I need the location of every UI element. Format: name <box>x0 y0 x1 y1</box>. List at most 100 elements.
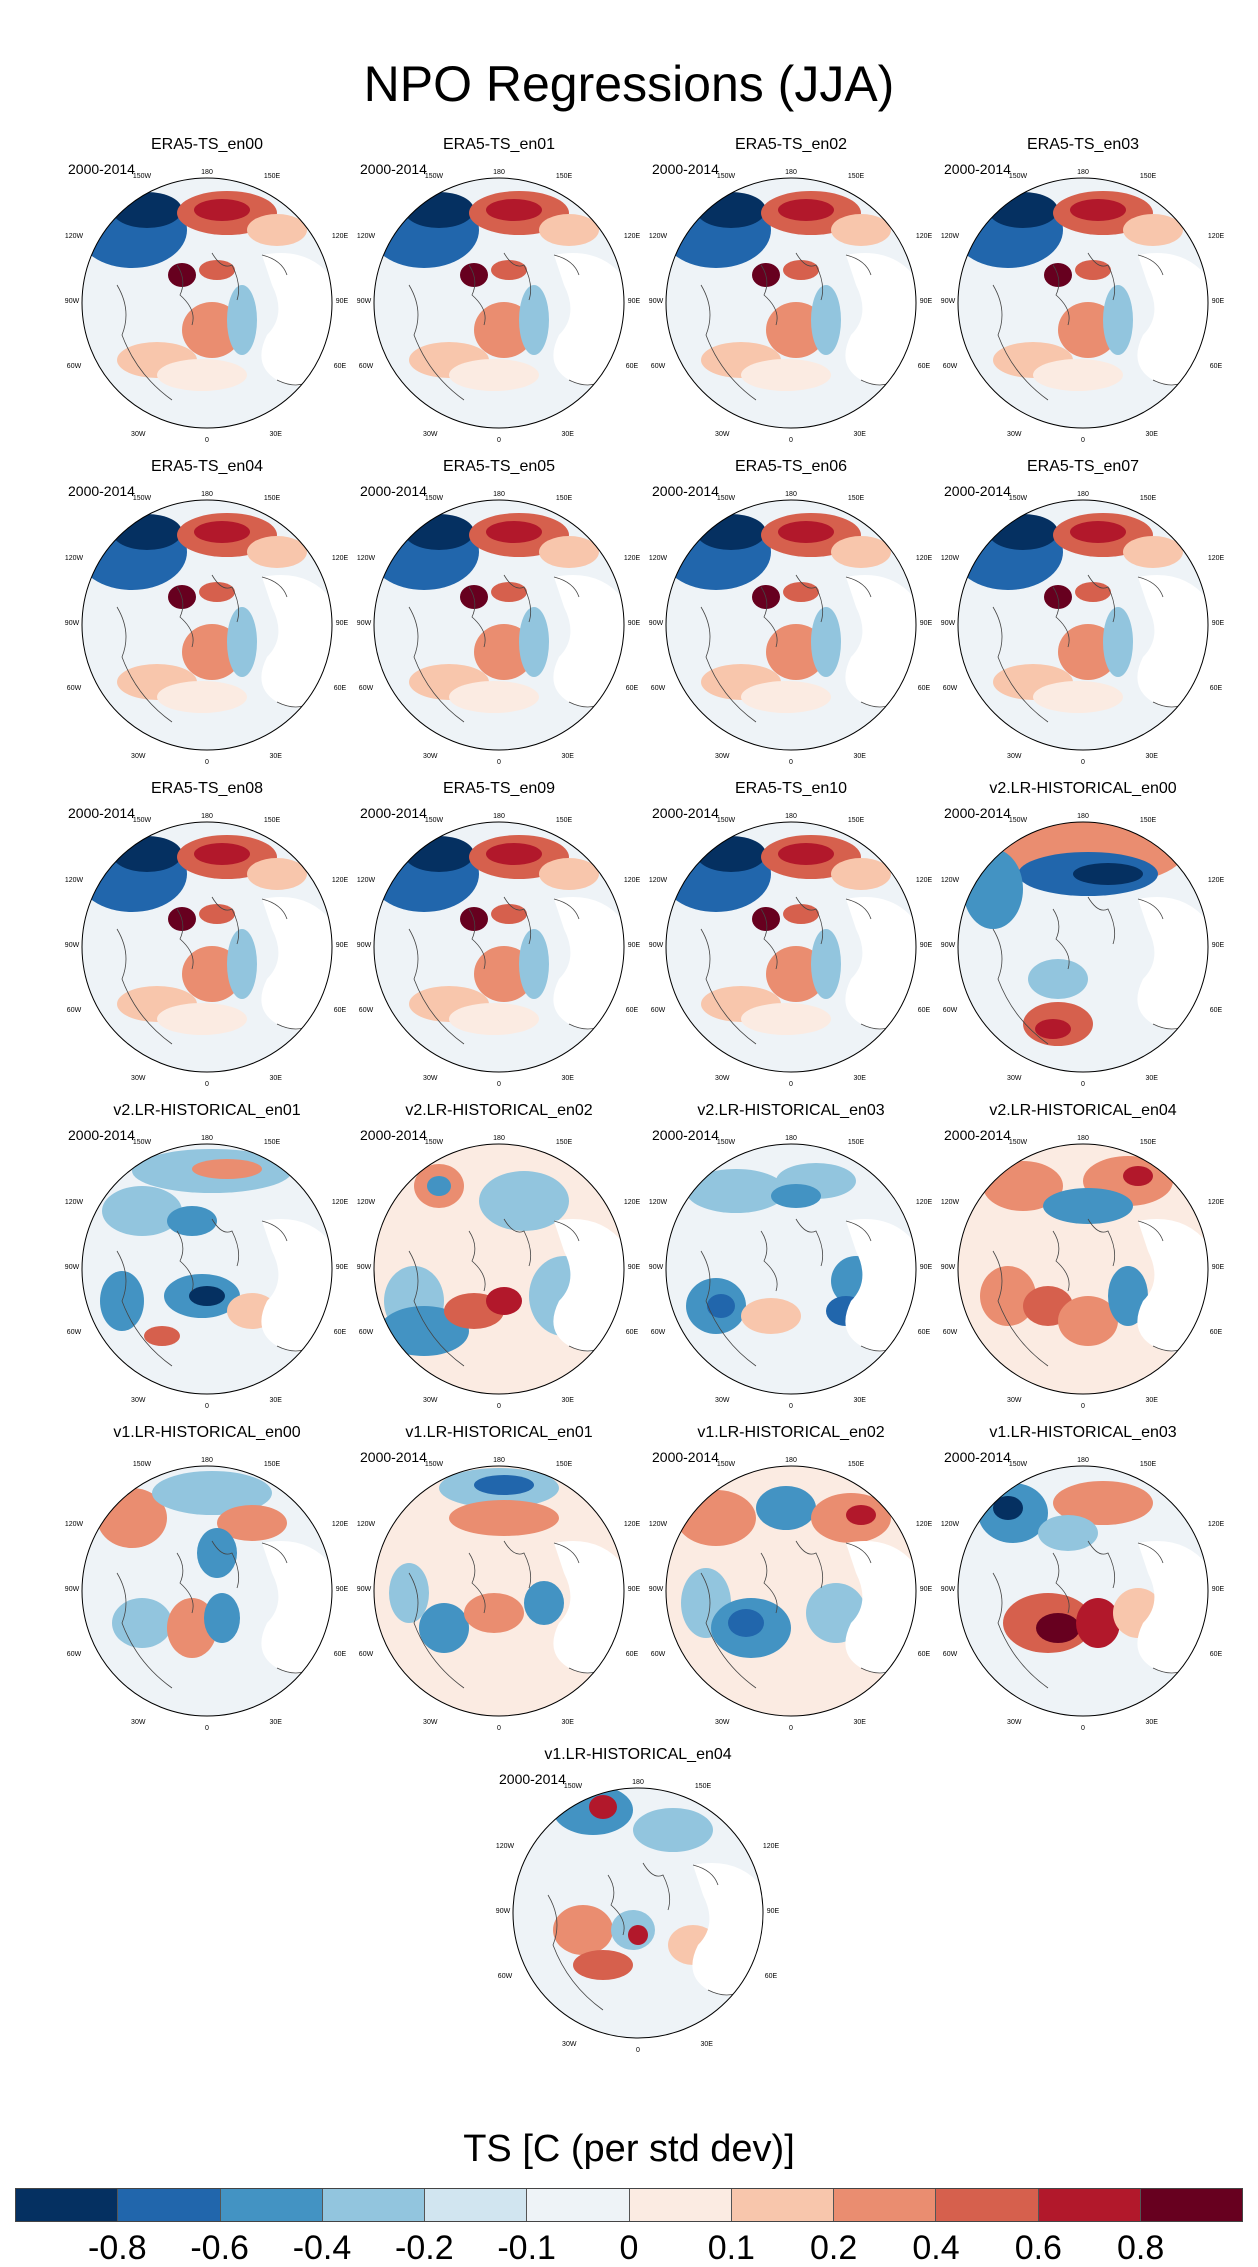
colorbar <box>15 2188 1243 2222</box>
longitude-label: 90E <box>628 298 641 305</box>
coastline <box>700 896 897 1045</box>
longitude-label: 60W <box>943 363 958 370</box>
longitude-label: 30W <box>131 431 146 438</box>
anomaly-patch <box>1033 359 1123 391</box>
longitude-label: 90W <box>649 1264 664 1271</box>
land-mask <box>261 1541 332 1675</box>
map-border <box>81 821 333 1073</box>
map-panel: v2.LR-HISTORICAL_en02 2000-2014 180 150W 150… <box>354 1101 644 1410</box>
longitude-label: 120E <box>332 877 349 884</box>
anomaly-patch <box>633 1808 713 1852</box>
longitude-label: 150E <box>848 1461 865 1468</box>
longitude-label: 30E <box>854 1075 867 1082</box>
anomaly-patch <box>404 836 474 872</box>
panel-title: ERA5-TS_en00 <box>150 136 264 153</box>
coastline <box>700 1540 897 1689</box>
anomaly-patch <box>1036 1613 1080 1643</box>
longitude-label: 180 <box>1077 491 1089 498</box>
longitude-label: 150W <box>717 817 736 824</box>
anomaly-patch <box>741 359 831 391</box>
period-label: 2000-2014 <box>68 805 135 821</box>
coastline <box>408 896 605 1045</box>
longitude-label: 30W <box>131 1719 146 1726</box>
longitude-label: 0 <box>1081 1403 1085 1410</box>
anomaly-patch <box>1075 582 1111 602</box>
map-border <box>665 177 917 429</box>
land-mask <box>261 1219 332 1353</box>
longitude-label: 150W <box>133 1139 152 1146</box>
longitude-label: 0 <box>497 759 501 766</box>
longitude-label: 90W <box>357 298 372 305</box>
longitude-label: 120E <box>624 1521 641 1528</box>
colorbar-tick-label: -0.2 <box>395 2229 454 2267</box>
longitude-label: 90W <box>649 620 664 627</box>
map-panel: v1.LR-HISTORICAL_en03 2000-2014 180 150W 150… <box>938 1423 1228 1732</box>
longitude-label: 30E <box>562 753 575 760</box>
land-mask <box>845 1219 916 1353</box>
longitude-label: 120E <box>332 233 349 240</box>
land-mask <box>261 253 332 387</box>
anomaly-patch <box>404 192 474 228</box>
anomaly-patch <box>192 1159 262 1179</box>
anomaly-patch <box>1058 1296 1118 1346</box>
anomaly-patch <box>389 1563 429 1623</box>
land-mask <box>1137 253 1208 387</box>
longitude-label: 150E <box>264 173 281 180</box>
longitude-label: 120E <box>763 1843 780 1850</box>
longitude-label: 30E <box>562 1719 575 1726</box>
longitude-label: 30E <box>1146 1397 1159 1404</box>
longitude-label: 60E <box>334 685 347 692</box>
map-border <box>957 499 1209 751</box>
longitude-label: 30W <box>715 431 730 438</box>
anomaly-patch <box>112 192 182 228</box>
land-mask <box>261 897 332 1031</box>
longitude-label: 60E <box>1210 363 1223 370</box>
map-border <box>957 1465 1209 1717</box>
longitude-label: 180 <box>493 1135 505 1142</box>
map-border <box>957 177 1209 429</box>
map-border <box>373 177 625 429</box>
longitude-label: 60E <box>626 363 639 370</box>
longitude-label: 90E <box>920 298 933 305</box>
polar-map: 180 150W 150E 120W 120E 90W 90E 60W 60E 30W 30E 0 <box>357 169 641 444</box>
land-mask <box>553 1541 624 1675</box>
longitude-label: 90E <box>1212 942 1225 949</box>
longitude-label: 90E <box>336 942 349 949</box>
map-panel: v2.LR-HISTORICAL_en04 2000-2014 180 150W 150… <box>938 1101 1228 1410</box>
longitude-label: 180 <box>493 491 505 498</box>
polar-map: 180 150W 150E 120W 120E 90W 90E 60W 60E 30W 30E 0 <box>357 1457 641 1732</box>
colorbar-segment <box>629 2189 732 2221</box>
longitude-label: 150E <box>556 1461 573 1468</box>
longitude-label: 180 <box>785 813 797 820</box>
anomaly-patch <box>686 1169 786 1213</box>
anomaly-patch <box>167 1206 217 1236</box>
anomaly-patch <box>783 582 819 602</box>
panel-title: v2.LR-HISTORICAL_en02 <box>405 1102 593 1119</box>
anomaly-patch <box>247 858 307 890</box>
longitude-label: 90W <box>649 1586 664 1593</box>
longitude-label: 30E <box>270 1397 283 1404</box>
longitude-label: 180 <box>1077 813 1089 820</box>
anomaly-patch <box>811 929 841 999</box>
longitude-label: 60E <box>765 1973 778 1980</box>
polar-map: 180 150W 150E 120W 120E 90W 90E 60W 60E 30W 30E 0 <box>65 169 349 444</box>
longitude-label: 150W <box>425 495 444 502</box>
longitude-label: 120E <box>332 1199 349 1206</box>
period-label: 2000-2014 <box>360 805 427 821</box>
anomaly-patch <box>771 1184 821 1208</box>
longitude-label: 150W <box>1009 817 1028 824</box>
period-label: 2000-2014 <box>68 161 135 177</box>
anomaly-patch <box>988 514 1058 550</box>
coastline <box>116 252 313 401</box>
longitude-label: 90W <box>941 1586 956 1593</box>
colorbar-tick-label: 0 <box>619 2229 639 2267</box>
anomaly-patch <box>783 904 819 924</box>
anomaly-patch <box>589 1795 617 1819</box>
longitude-label: 90W <box>941 942 956 949</box>
anomaly-patch <box>227 929 257 999</box>
colorbar-segment <box>527 2189 630 2221</box>
longitude-label: 150W <box>425 1139 444 1146</box>
anomaly-patch <box>182 946 242 1002</box>
map-panel: ERA5-TS_en00 2000-2014 180 150W 150E 120W 120E… <box>62 135 352 444</box>
panel-title: v1.LR-HISTORICAL_en00 <box>113 1424 301 1441</box>
